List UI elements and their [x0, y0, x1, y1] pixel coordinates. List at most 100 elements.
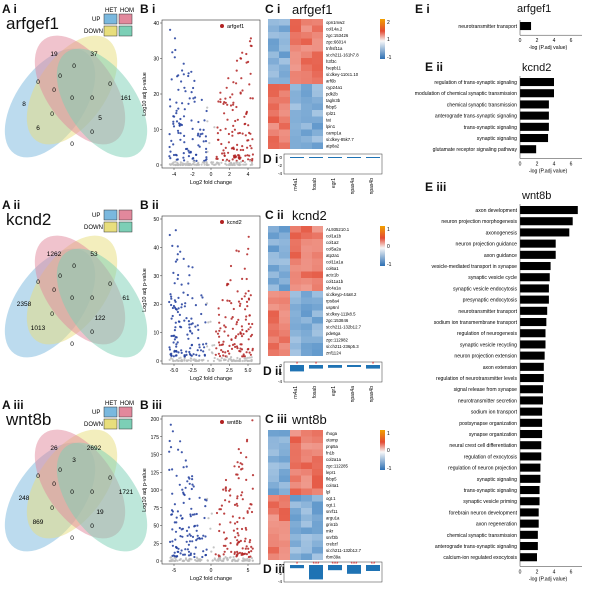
go-x-tick: 6 [570, 161, 573, 167]
go-bar [520, 262, 551, 271]
volcano-point [235, 105, 238, 109]
heatmap-cell [279, 534, 290, 541]
heatmap-cell [268, 495, 279, 502]
volcano-point [236, 527, 239, 530]
volcano-point [226, 299, 229, 302]
heatmap-cell [301, 297, 312, 304]
heatmap-cell [268, 97, 279, 104]
volcano-point [193, 358, 196, 361]
volcano-point [176, 359, 179, 362]
heatmap-cell [301, 77, 312, 84]
volcano-point [228, 344, 231, 347]
heatmap-cell [301, 90, 312, 97]
heatmap-cell [279, 284, 290, 291]
volcano-point [170, 295, 173, 298]
volcano-point [204, 505, 207, 508]
volcano-point [242, 353, 245, 356]
volcano-point [235, 82, 238, 85]
heatmap-cell [290, 521, 301, 528]
marker-gene-label: npas4b [369, 178, 375, 195]
heatmap-gene-label: argu1a [326, 516, 340, 521]
volcano-point [194, 304, 197, 307]
volcano-point [239, 57, 243, 60]
heatmap-cell [268, 84, 279, 91]
volcano-point [246, 139, 249, 142]
volcano-point [189, 552, 192, 555]
volcano-point [174, 163, 177, 167]
heatmap-gene-label: zgc:112285 [326, 464, 349, 469]
colorbar-mid: 0 [387, 244, 390, 250]
volcano-point [170, 354, 173, 357]
heatmap-cell [312, 343, 323, 350]
heatmap-cell [279, 97, 290, 104]
volcano-point [228, 352, 231, 355]
venn-title-arfgef1: arfgef1 [6, 14, 59, 33]
volcano-point [245, 163, 248, 166]
colorbar-mid: 1 [387, 37, 390, 43]
y-axis-label: Log10 adj p-value [142, 468, 148, 512]
volcano-point [201, 296, 204, 299]
volcano-point [217, 313, 221, 316]
heatmap-cell [279, 475, 290, 482]
volcano-point [202, 534, 205, 537]
heatmap-cell [268, 456, 279, 463]
heatmap-cell [268, 129, 279, 136]
go-term-label: synaptic vesicle recycling [460, 342, 517, 348]
heatmap-cell [268, 136, 279, 143]
volcano-point [171, 430, 174, 433]
heatmap-cell [312, 527, 323, 534]
heatmap-cell [279, 136, 290, 143]
heatmap-cell [279, 226, 290, 233]
volcano-point [173, 329, 176, 332]
heatmap-gene-label: lpin1 [326, 124, 336, 129]
heatmap-cell [290, 136, 301, 143]
panel-label-c-iii: C iii [265, 412, 288, 426]
volcano-point [172, 122, 175, 125]
volcano-point [237, 359, 240, 362]
volcano-point [229, 488, 232, 491]
volcano-point [247, 298, 251, 301]
y-tick-label: 50 [153, 217, 159, 223]
volcano-point [187, 102, 190, 105]
venn-count-bcd: 0 [90, 95, 94, 102]
heatmap-cell [312, 25, 323, 32]
bar-y-tick: 0 [279, 155, 282, 160]
go-term-label: calcium-ion regulated exocytosis [443, 555, 517, 561]
volcano-point [236, 461, 239, 464]
volcano-point [202, 350, 205, 353]
volcano-point [231, 327, 234, 330]
volcano-point [188, 274, 191, 277]
go-bar [520, 250, 556, 259]
volcano-plot-kcnd2: 0 10 20 30 40 50 -5.0 -2.5 0.0 2.5 5.0 Log2 fold ch… [142, 215, 261, 382]
volcano-point [229, 279, 232, 282]
heatmap-cell [301, 317, 312, 324]
colorbar-mid: 0 [387, 448, 390, 454]
volcano-point [228, 500, 231, 503]
volcano-point [189, 330, 192, 333]
heatmap-cell [312, 129, 323, 136]
go-bar [520, 89, 554, 98]
volcano-point [170, 559, 174, 563]
go-term-label: modulation of chemical synaptic transmis… [415, 91, 517, 97]
volcano-point [174, 300, 177, 303]
go-bar [520, 22, 532, 31]
volcano-point [235, 249, 238, 252]
volcano-point [220, 504, 223, 507]
volcano-point [240, 343, 243, 346]
heatmap-gene-label: si:ch211-161h7.8 [326, 53, 359, 58]
x-axis-label: Log2 fold change [190, 576, 232, 582]
volcano-point [221, 158, 224, 162]
heatmap-cell [301, 508, 312, 515]
y-tick-label: 175 [151, 435, 160, 441]
volcano-point [249, 294, 252, 297]
heatmap-gene-label: col11a1b [326, 279, 344, 284]
volcano-point [175, 516, 178, 519]
volcano-point [198, 496, 201, 499]
volcano-point [243, 161, 246, 164]
heatmap-cell [268, 103, 279, 110]
volcano-point [185, 350, 188, 353]
volcano-point [198, 343, 201, 346]
bar-y-tick: -2 [278, 571, 282, 576]
volcano-point [249, 335, 252, 338]
